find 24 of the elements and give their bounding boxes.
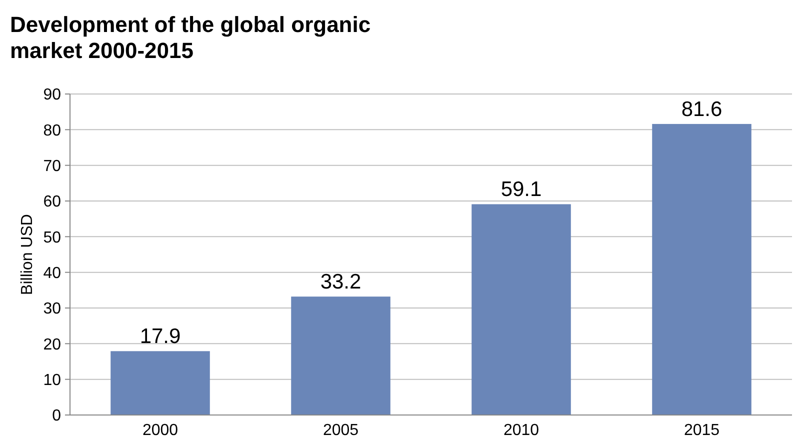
x-tick-label: 2005 xyxy=(322,422,359,439)
x-tick-label: 2015 xyxy=(684,422,720,439)
y-tick-label: 10 xyxy=(43,372,62,389)
y-tick-label: 60 xyxy=(43,194,62,211)
y-tick-label: 80 xyxy=(43,122,62,140)
chart-title: Development of the global organic market 2000-2015 xyxy=(10,12,371,63)
y-tick-label: 0 xyxy=(52,408,62,425)
bar xyxy=(291,296,390,415)
data-label: 81.6 xyxy=(681,98,722,121)
bar xyxy=(110,351,210,415)
data-label: 33.2 xyxy=(320,270,362,294)
x-tick-label: 2010 xyxy=(503,422,540,439)
y-tick-label: 50 xyxy=(43,229,62,246)
y-tick-label: 70 xyxy=(43,158,62,175)
y-tick-label: 40 xyxy=(43,264,62,282)
x-tick-label: 2000 xyxy=(142,422,178,439)
bar xyxy=(472,204,571,415)
y-tick-label: 20 xyxy=(43,336,62,354)
data-label: 17.9 xyxy=(140,325,181,348)
bar xyxy=(652,124,752,415)
data-label: 59.1 xyxy=(500,178,542,202)
y-tick-label: 90 xyxy=(43,86,62,104)
y-axis-title: Billion USD xyxy=(19,214,36,295)
y-tick-label: 30 xyxy=(43,300,62,318)
